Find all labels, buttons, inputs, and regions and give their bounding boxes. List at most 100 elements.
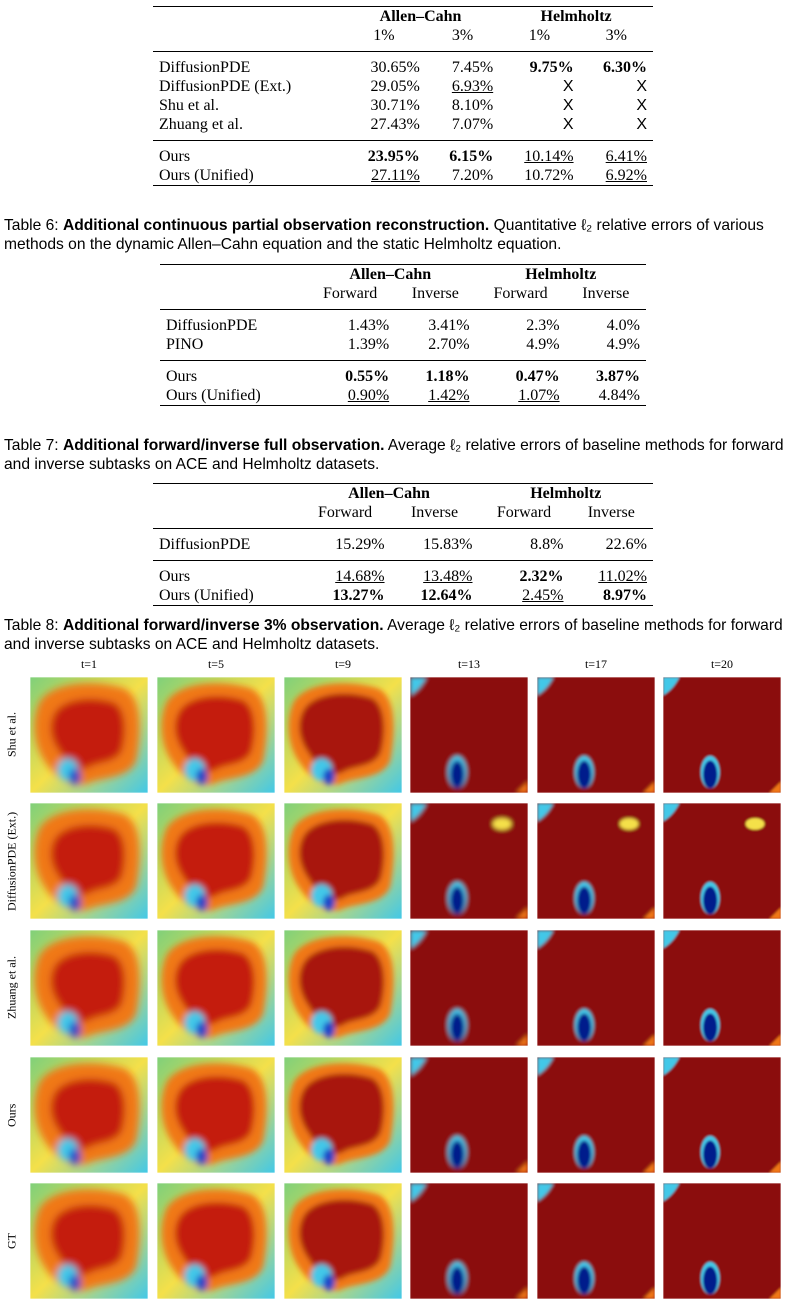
cell: 1.07% xyxy=(518,387,560,404)
time-label: t=13 xyxy=(457,657,481,671)
cell: 6.41% xyxy=(605,148,647,165)
table-row: PINO 1.39% 2.70% 4.9% 4.9% xyxy=(160,335,646,361)
column-header: 3% xyxy=(451,27,474,44)
cell: 1.43% xyxy=(347,317,390,334)
column-header: Inverse xyxy=(411,285,459,302)
row-label: Zhuang et al. xyxy=(159,116,243,133)
cell: 4.84% xyxy=(598,387,640,404)
cell: X xyxy=(562,78,574,95)
cell: 12.64% xyxy=(420,587,473,604)
table-6: Allen–Cahn Helmholtz 1% 3% 1% 3% Diffusi… xyxy=(153,6,653,186)
time-label: t=5 xyxy=(207,657,225,671)
column-header: Forward xyxy=(317,504,373,521)
cell: 2.70% xyxy=(428,336,470,353)
row-label: Ours (Unified) xyxy=(166,387,261,404)
cell: 15.83% xyxy=(423,536,473,553)
table-row: Ours 0.55% 1.18% 0.47% 3.87% xyxy=(160,360,646,387)
cell: 10.14% xyxy=(524,148,574,165)
heatmap-panel xyxy=(157,930,275,1046)
table-6-caption: Table 6: Additional continuous partial o… xyxy=(4,216,800,254)
row-label: Zhuang et al. xyxy=(4,956,19,1020)
table-row: Zhuang et al. 27.43% 7.07% X X xyxy=(153,115,653,141)
heatmap-panel xyxy=(537,1057,655,1173)
heatmap-panel xyxy=(284,930,402,1046)
table-8: Allen–Cahn Helmholtz Forward Inverse For… xyxy=(153,483,653,606)
heatmap-panel xyxy=(537,1183,655,1299)
row-label: DiffusionPDE (Ext.) xyxy=(159,78,292,95)
cell: X xyxy=(636,97,647,114)
cell: 4.9% xyxy=(606,336,640,353)
table-8-caption: Table 8: Additional forward/inverse 3% o… xyxy=(4,616,800,654)
heatmap-panel xyxy=(284,1183,402,1299)
column-header: 1% xyxy=(528,27,551,44)
cell: 7.20% xyxy=(451,167,494,184)
cell: 2.3% xyxy=(526,317,560,334)
cell: 15.29% xyxy=(335,536,385,553)
caption-text: Average ℓ₂ relative errors of baseline m… xyxy=(4,437,784,473)
cell: X xyxy=(562,116,574,133)
caption-text: Average ℓ₂ relative errors of baseline m… xyxy=(4,617,783,653)
cell: 14.68% xyxy=(335,568,385,585)
row-label: Ours xyxy=(166,368,198,385)
heatmap-panel xyxy=(537,677,655,793)
cell: 29.05% xyxy=(370,78,420,95)
time-label: t=1 xyxy=(80,657,98,671)
cell: 4.0% xyxy=(606,317,640,334)
cell: 7.45% xyxy=(451,59,494,76)
caption-text: Quantitative ℓ₂ relative errors of vario… xyxy=(4,217,764,253)
cell: 13.48% xyxy=(423,568,473,585)
row-label: Shu et al. xyxy=(159,97,219,114)
cell: 6.93% xyxy=(451,78,494,95)
heatmap-panel xyxy=(537,803,655,919)
caption-label: Table 8: xyxy=(4,617,59,634)
cell: 8.10% xyxy=(451,97,494,114)
cell: 6.15% xyxy=(449,148,494,165)
cell: 23.95% xyxy=(367,148,420,165)
heatmap-panel xyxy=(663,677,781,793)
row-label: DiffusionPDE (Ext.) xyxy=(4,811,19,911)
cell: 13.27% xyxy=(332,587,385,604)
heatmap-panel xyxy=(157,1057,275,1173)
cell: 30.65% xyxy=(370,59,420,76)
column-header: 3% xyxy=(605,27,627,44)
row-label: DiffusionPDE xyxy=(159,536,251,553)
heatmap-panel xyxy=(30,803,148,919)
heatmap-panel xyxy=(284,1057,402,1173)
column-header: 1% xyxy=(373,27,395,44)
cell: 6.30% xyxy=(603,59,647,76)
cell: X xyxy=(636,116,647,133)
table-row: DiffusionPDE (Ext.) 29.05% 6.93% X X xyxy=(153,77,653,96)
row-label: Shu et al. xyxy=(4,712,19,758)
heatmap-panel xyxy=(30,1057,148,1173)
group-header: Allen–Cahn xyxy=(349,266,432,283)
time-label: t=20 xyxy=(710,657,734,671)
row-label: DiffusionPDE xyxy=(159,59,251,76)
row-label: PINO xyxy=(166,336,204,353)
table-row: Ours 23.95% 6.15% 10.14% 6.41% xyxy=(153,140,653,167)
heatmap-panel xyxy=(30,1183,148,1299)
caption-title: Additional continuous partial observatio… xyxy=(62,217,490,234)
row-label: Ours (Unified) xyxy=(159,167,254,184)
heatmap-panel xyxy=(663,803,781,919)
row-label: Ours (Unified) xyxy=(159,587,254,604)
heatmap-panel xyxy=(663,1057,781,1173)
group-header: Helmholtz xyxy=(540,8,612,25)
table-row: DiffusionPDE 1.43% 3.41% 2.3% 4.0% xyxy=(160,309,646,336)
table-row: Ours (Unified) 0.90% 1.42% 1.07% 4.84% xyxy=(160,386,646,406)
table-row: Shu et al. 30.71% 8.10% X X xyxy=(153,96,653,115)
cell: 22.6% xyxy=(605,536,647,553)
heatmap-panel xyxy=(410,1183,528,1299)
cell: 11.02% xyxy=(598,568,647,585)
cell: X xyxy=(562,97,574,114)
heatmap-panel xyxy=(30,677,148,793)
cell: 27.43% xyxy=(370,116,420,133)
cell: 6.92% xyxy=(605,167,647,184)
group-header: Allen–Cahn xyxy=(379,8,462,25)
row-label: Ours xyxy=(159,148,191,165)
table-row: DiffusionPDE 30.65% 7.45% 9.75% 6.30% xyxy=(153,51,653,78)
table-7: Allen–Cahn Helmholtz Forward Inverse For… xyxy=(160,264,646,406)
caption-label: Table 7: xyxy=(4,437,59,454)
column-header: Forward xyxy=(496,504,552,521)
column-header: Inverse xyxy=(410,504,459,521)
cell: 7.07% xyxy=(451,116,494,133)
